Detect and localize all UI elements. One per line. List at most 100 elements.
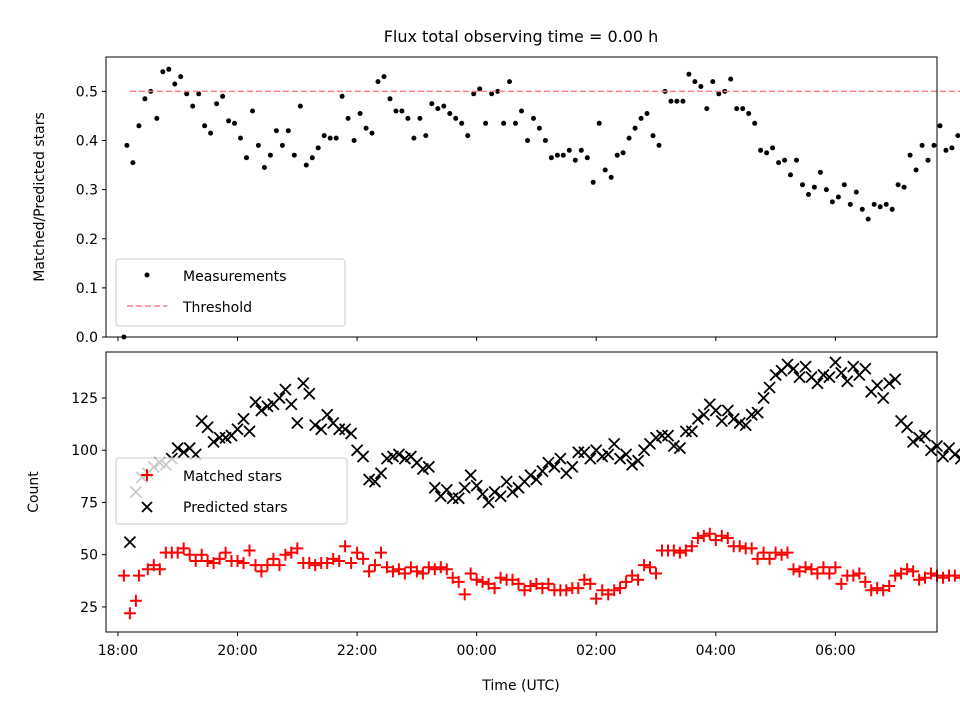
measurement-point — [387, 96, 393, 102]
measurement-point — [333, 135, 339, 141]
measurement-point — [142, 96, 148, 102]
matched-point — [799, 561, 812, 574]
matched-point — [811, 567, 824, 580]
measurement-point — [279, 142, 285, 148]
measurement-point — [214, 101, 220, 107]
y-tick-label: 0.0 — [76, 330, 98, 346]
matched-point — [357, 552, 370, 565]
predicted-point — [368, 475, 382, 488]
matched-point — [608, 584, 621, 597]
predicted-point — [763, 381, 776, 394]
predicted-point — [847, 360, 860, 373]
predicted-point — [835, 366, 848, 380]
predicted-point — [201, 421, 214, 434]
matched-point — [907, 565, 920, 578]
measurement-point — [788, 172, 793, 178]
predicted-point — [906, 435, 920, 449]
predicted-point — [213, 431, 226, 444]
measurement-point — [823, 187, 829, 193]
matched-point — [153, 563, 166, 576]
measurement-point — [919, 142, 925, 148]
predicted-point — [697, 408, 710, 421]
predicted-point — [428, 481, 441, 494]
matched-point — [470, 573, 483, 586]
measurement-point — [937, 123, 943, 129]
measurement-point — [877, 204, 883, 210]
matched-point — [733, 540, 746, 553]
matched-point — [512, 577, 525, 590]
predicted-point — [500, 475, 513, 488]
measurement-point — [680, 98, 686, 104]
matched-point — [823, 567, 836, 580]
matched-point — [697, 529, 710, 542]
predicted-point — [572, 446, 585, 459]
matched-point — [847, 569, 860, 582]
matched-point — [309, 559, 322, 572]
predicted-point — [231, 423, 244, 436]
bottom-panel-frame — [105, 351, 938, 633]
legend-matched-label: Matched stars — [183, 469, 282, 485]
measurement-point — [632, 125, 638, 131]
measurement-point — [590, 179, 596, 185]
matched-point — [865, 584, 878, 597]
predicted-point — [177, 446, 190, 459]
measurement-point — [776, 160, 782, 166]
predicted-point — [243, 425, 256, 438]
predicted-point — [303, 387, 316, 400]
measurement-point — [841, 182, 847, 188]
measurement-point — [339, 93, 345, 99]
x-axis-label: Time (UTC) — [481, 678, 559, 694]
matched-point — [416, 567, 429, 580]
matched-point — [117, 569, 130, 582]
matched-point — [638, 559, 651, 572]
measurement-point — [620, 150, 626, 156]
matched-point — [763, 552, 776, 565]
predicted-point — [924, 444, 938, 457]
predicted-point — [739, 418, 752, 432]
measurement-point — [626, 135, 632, 141]
predicted-point — [321, 408, 334, 421]
predicted-point — [524, 469, 537, 482]
predicted-point — [315, 423, 328, 436]
predicted-point — [859, 362, 872, 375]
bottom-panel-axes: 25 50 75 100 125 18:00 20:00 22:00 00:00 02:00 04:… — [71, 391, 855, 659]
matched-point — [464, 567, 477, 580]
measurement-point — [901, 184, 907, 190]
measurement-point — [806, 192, 811, 197]
matched-point — [829, 561, 842, 574]
top-legend: Measurements Threshold — [115, 258, 346, 327]
measurement-point — [321, 133, 327, 139]
matched-point — [721, 532, 734, 544]
matched-point — [255, 565, 268, 578]
predicted-point — [757, 391, 770, 405]
matched-point — [243, 544, 256, 557]
y-tick-label: 0.2 — [76, 232, 98, 248]
predicted-point — [948, 448, 960, 461]
measurement-point — [411, 135, 417, 141]
measurements-scatter — [121, 66, 960, 340]
measurement-point — [716, 91, 722, 97]
matched-point — [410, 565, 423, 578]
measurement-point — [435, 106, 441, 112]
legend-measurements-marker — [144, 272, 150, 278]
measurement-point — [393, 108, 399, 114]
predicted-point — [123, 535, 137, 549]
measurement-point — [794, 157, 799, 163]
matched-point — [590, 592, 603, 605]
predicted-point — [470, 479, 483, 492]
predicted-point — [883, 377, 896, 390]
predicted-point — [625, 458, 639, 471]
matched-point — [273, 559, 286, 572]
measurement-point — [764, 150, 770, 156]
x-tick-label: 20:00 — [217, 643, 257, 659]
matched-point — [375, 546, 387, 559]
x-tick-label: 06:00 — [815, 643, 855, 659]
measurement-point — [656, 142, 662, 148]
measurement-point — [166, 66, 172, 72]
measurement-point — [507, 79, 512, 85]
measurement-point — [638, 115, 644, 121]
x-tick-label: 02:00 — [576, 643, 616, 659]
measurement-point — [740, 106, 746, 112]
matched-point — [189, 555, 202, 567]
